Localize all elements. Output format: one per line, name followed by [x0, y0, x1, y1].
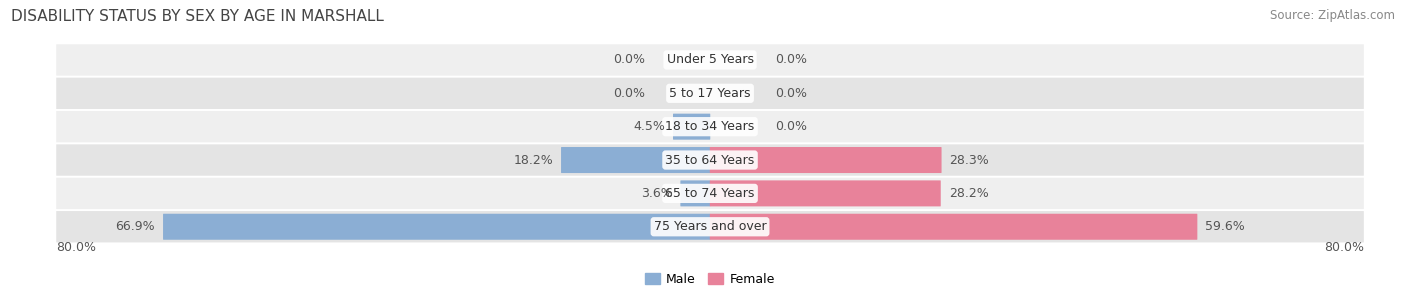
Text: 75 Years and over: 75 Years and over [654, 220, 766, 233]
FancyBboxPatch shape [56, 211, 1364, 242]
Text: 28.2%: 28.2% [949, 187, 988, 200]
Text: 65 to 74 Years: 65 to 74 Years [665, 187, 755, 200]
Text: DISABILITY STATUS BY SEX BY AGE IN MARSHALL: DISABILITY STATUS BY SEX BY AGE IN MARSH… [11, 9, 384, 24]
FancyBboxPatch shape [681, 180, 710, 206]
Text: 0.0%: 0.0% [613, 53, 644, 66]
Text: 18 to 34 Years: 18 to 34 Years [665, 120, 755, 133]
FancyBboxPatch shape [56, 111, 1364, 142]
Text: 0.0%: 0.0% [776, 87, 807, 100]
FancyBboxPatch shape [710, 147, 942, 173]
Text: Source: ZipAtlas.com: Source: ZipAtlas.com [1270, 9, 1395, 22]
Text: 35 to 64 Years: 35 to 64 Years [665, 153, 755, 167]
Legend: Male, Female: Male, Female [640, 268, 780, 291]
Text: 0.0%: 0.0% [776, 120, 807, 133]
Text: 28.3%: 28.3% [949, 153, 990, 167]
Text: 3.6%: 3.6% [641, 187, 672, 200]
Text: 66.9%: 66.9% [115, 220, 155, 233]
Text: 80.0%: 80.0% [1324, 241, 1364, 254]
Text: 59.6%: 59.6% [1205, 220, 1246, 233]
Text: 18.2%: 18.2% [513, 153, 553, 167]
Text: 4.5%: 4.5% [633, 120, 665, 133]
FancyBboxPatch shape [163, 214, 710, 240]
FancyBboxPatch shape [56, 144, 1364, 176]
Text: 0.0%: 0.0% [776, 53, 807, 66]
FancyBboxPatch shape [56, 178, 1364, 209]
FancyBboxPatch shape [673, 114, 710, 140]
FancyBboxPatch shape [56, 78, 1364, 109]
Text: 5 to 17 Years: 5 to 17 Years [669, 87, 751, 100]
FancyBboxPatch shape [710, 214, 1198, 240]
FancyBboxPatch shape [56, 44, 1364, 76]
Text: 0.0%: 0.0% [613, 87, 644, 100]
Text: Under 5 Years: Under 5 Years [666, 53, 754, 66]
FancyBboxPatch shape [710, 180, 941, 206]
Text: 80.0%: 80.0% [56, 241, 96, 254]
FancyBboxPatch shape [561, 147, 710, 173]
